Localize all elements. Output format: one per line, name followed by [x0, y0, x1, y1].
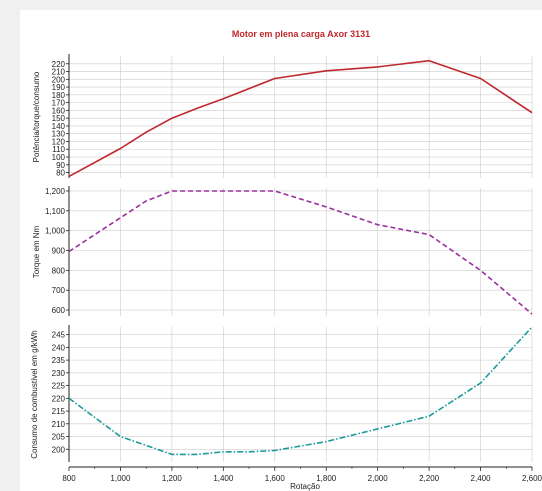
y-tick-label-power: 120: [52, 137, 66, 146]
y-tick-label-power: 190: [52, 83, 66, 92]
y-tick-label-power: 180: [52, 91, 66, 100]
series-line-torque: [68, 190, 533, 315]
x-tick-label: 2,400: [471, 474, 492, 483]
y-tick-label-power: 170: [52, 99, 66, 108]
grid-lines: [68, 56, 533, 462]
series-line-consumption: [68, 326, 533, 456]
y-tick-label-power: 220: [52, 60, 66, 69]
y-tick-label-torque: 900: [52, 247, 66, 256]
y-axis-title-torque: Torque em Nm: [32, 225, 41, 278]
y-tick-label-consumption: 200: [52, 445, 66, 454]
y-tick-label-power: 100: [52, 153, 66, 162]
y-tick-label-power: 130: [52, 130, 66, 139]
y-axis-title-power: Potência/torque/consumo: [32, 71, 41, 162]
x-tick-label: 1,400: [213, 474, 234, 483]
y-tick-label-consumption: 215: [52, 407, 66, 416]
y-tick-label-consumption: 245: [52, 331, 66, 340]
tick-labels: 8090100110120130140150160170180190200210…: [30, 60, 542, 483]
y-tick-label-consumption: 220: [52, 394, 66, 403]
x-tick-label: 1,600: [265, 474, 286, 483]
x-tick-label: 800: [62, 474, 76, 483]
x-tick-label: 2,000: [368, 474, 389, 483]
y-tick-label-torque: 1,100: [45, 207, 66, 216]
axes: [66, 54, 533, 471]
y-tick-label-torque: 1,000: [45, 227, 66, 236]
x-tick-label: 1,200: [162, 474, 183, 483]
y-tick-label-torque: 600: [52, 306, 66, 315]
x-tick-label: 2,200: [419, 474, 440, 483]
y-tick-label-power: 90: [56, 161, 65, 170]
y-tick-label-consumption: 230: [52, 369, 66, 378]
y-tick-label-consumption: 235: [52, 356, 66, 365]
y-tick-label-consumption: 240: [52, 343, 66, 352]
y-axis-title-consumption: Consumo de combustível em g/kWh: [30, 330, 39, 459]
y-tick-label-torque: 1,200: [45, 187, 66, 196]
y-tick-label-power: 210: [52, 68, 66, 77]
y-tick-label-torque: 800: [52, 266, 66, 275]
y-tick-label-power: 140: [52, 122, 66, 131]
y-tick-label-consumption: 225: [52, 382, 66, 391]
y-tick-label-power: 80: [56, 169, 65, 178]
x-tick-label: 2,600: [522, 474, 542, 483]
x-axis-title: Rotação: [290, 482, 320, 491]
x-tick-label: 1,000: [110, 474, 131, 483]
y-tick-label-consumption: 210: [52, 420, 66, 429]
series-line-power: [68, 59, 533, 178]
y-tick-label-power: 160: [52, 106, 66, 115]
y-tick-label-power: 200: [52, 75, 66, 84]
y-tick-label-consumption: 205: [52, 433, 66, 442]
y-tick-label-torque: 700: [52, 286, 66, 295]
y-tick-label-power: 150: [52, 114, 66, 123]
y-tick-label-power: 110: [52, 145, 65, 154]
data-series: [68, 59, 533, 456]
chart-title: Motor em plena carga Axor 3131: [232, 29, 370, 39]
x-tick-label: 1,800: [316, 474, 337, 483]
